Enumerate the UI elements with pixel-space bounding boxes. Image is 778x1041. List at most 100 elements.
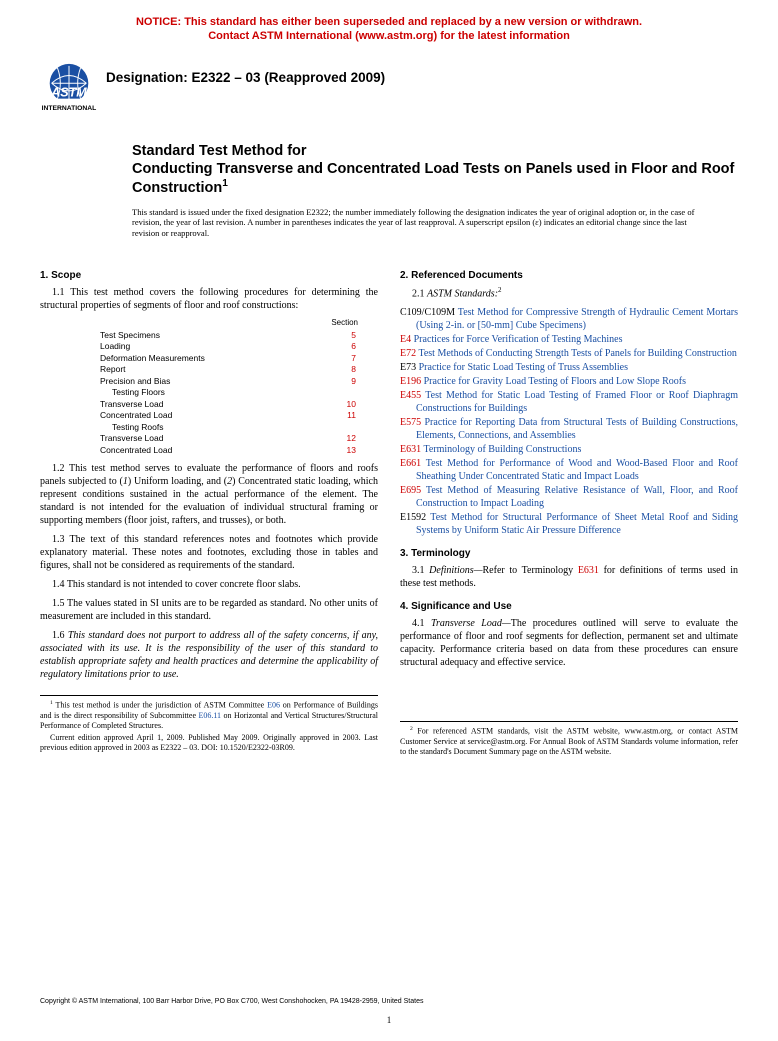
toc-label: Report — [100, 364, 126, 375]
ref-code[interactable]: E661 — [400, 458, 426, 469]
left-column: 1. Scope 1.1 This test method covers the… — [40, 259, 378, 757]
svg-text:ASTM: ASTM — [50, 85, 87, 99]
fn1-link2[interactable]: E06.11 — [198, 711, 221, 720]
ref-item: E661 Test Method for Performance of Wood… — [400, 457, 738, 483]
toc-section-num[interactable]: 13 — [347, 445, 356, 456]
svg-text:INTERNATIONAL: INTERNATIONAL — [42, 105, 97, 112]
fn1-sup: 1 — [50, 700, 53, 706]
scope-p6: 1.6 This standard does not purport to ad… — [40, 629, 378, 681]
ref-title[interactable]: Test Method for Static Load Testing of F… — [416, 390, 738, 414]
toc-label: Testing Roofs — [100, 422, 164, 433]
ref-code[interactable]: E73 — [400, 362, 419, 373]
ref-item: E72 Test Methods of Conducting Strength … — [400, 347, 738, 360]
term-a: 3.1 — [412, 565, 429, 576]
ref-item: E73 Practice for Static Load Testing of … — [400, 361, 738, 374]
toc-section-num[interactable]: 5 — [351, 330, 356, 341]
refs-head: 2. Referenced Documents — [400, 269, 738, 282]
term-link[interactable]: E631 — [578, 565, 599, 576]
ref-item: E695 Test Method of Measuring Relative R… — [400, 484, 738, 510]
fn1-link1[interactable]: E06 — [267, 701, 280, 710]
toc-label: Transverse Load — [100, 433, 163, 444]
fn1a: This test method is under the jurisdicti… — [56, 701, 268, 710]
ref-code[interactable]: E72 — [400, 348, 418, 359]
toc-row: Transverse Load 10 — [100, 399, 378, 410]
ref-code[interactable]: E1592 — [400, 512, 430, 523]
toc-section-num[interactable]: 9 — [351, 376, 356, 387]
toc-section-num[interactable]: 6 — [351, 341, 356, 352]
title-main: Conducting Transverse and Concentrated L… — [132, 160, 738, 197]
ref-title[interactable]: Practice for Gravity Load Testing of Flo… — [424, 376, 686, 387]
term-b: Refer to Terminology — [483, 565, 578, 576]
ref-code[interactable]: E631 — [400, 444, 423, 455]
refs-sub-i: ASTM Standards: — [427, 288, 498, 299]
content-columns: 1. Scope 1.1 This test method covers the… — [40, 259, 738, 757]
right-column: 2. Referenced Documents 2.1 ASTM Standar… — [400, 259, 738, 757]
toc-label: Concentrated Load — [100, 445, 172, 456]
ref-code[interactable]: E4 — [400, 334, 414, 345]
footnote-1: 1 This test method is under the jurisdic… — [40, 695, 378, 753]
ref-item: E455 Test Method for Static Load Testing… — [400, 389, 738, 415]
toc-section-num[interactable]: 11 — [347, 410, 356, 421]
notice-line1: NOTICE: This standard has either been su… — [136, 16, 642, 28]
ref-code[interactable]: C109/C109M — [400, 307, 458, 318]
ref-code[interactable]: E575 — [400, 417, 424, 428]
toc-section-num[interactable]: 10 — [347, 399, 356, 410]
scope-p3: 1.3 The text of this standard references… — [40, 533, 378, 572]
toc-section-num[interactable]: 12 — [347, 433, 356, 444]
ref-code[interactable]: E695 — [400, 485, 426, 496]
toc-label: Transverse Load — [100, 399, 163, 410]
ref-item: E1592 Test Method for Structural Perform… — [400, 511, 738, 537]
toc-section-num[interactable]: 8 — [351, 364, 356, 375]
toc-row: Report 8 — [100, 364, 378, 375]
term-p1: 3.1 Definitions—Refer to Terminology E63… — [400, 564, 738, 590]
toc-row: Transverse Load 12 — [100, 433, 378, 444]
title-block: Standard Test Method for Conducting Tran… — [132, 142, 738, 197]
scope-p6-text: This standard does not purport to addres… — [40, 630, 378, 680]
header: ASTM INTERNATIONAL Designation: E2322 – … — [40, 62, 738, 116]
ref-code[interactable]: E196 — [400, 376, 424, 387]
toc-label: Testing Floors — [100, 387, 165, 398]
ref-code[interactable]: E455 — [400, 390, 425, 401]
ref-title[interactable]: Practice for Static Load Testing of Trus… — [419, 362, 628, 373]
toc-row: Precision and Bias9 — [100, 376, 378, 387]
ref-title[interactable]: Test Method of Measuring Relative Resist… — [416, 485, 738, 509]
toc-row: Concentrated Load 13 — [100, 445, 378, 456]
sig-a: 4.1 — [412, 618, 431, 629]
toc-label: Test Specimens — [100, 330, 160, 341]
toc-label: Loading — [100, 341, 130, 352]
sig-p1: 4.1 Transverse Load—The procedures outli… — [400, 617, 738, 669]
sig-i: Transverse Load— — [431, 618, 511, 629]
toc-row: Deformation Measurements 7 — [100, 353, 378, 364]
designation: Designation: E2322 – 03 (Reapproved 2009… — [106, 70, 385, 85]
astm-logo: ASTM INTERNATIONAL — [40, 62, 98, 116]
toc-label: Concentrated Load — [100, 410, 172, 421]
ref-title[interactable]: Practices for Force Verification of Test… — [414, 334, 623, 345]
toc-row: Concentrated Load 11 — [100, 410, 378, 421]
toc-section-num[interactable]: 7 — [351, 353, 356, 364]
notice-line2: Contact ASTM International (www.astm.org… — [208, 30, 570, 42]
scope-toc: Section Test Specimens5Loading6Deformati… — [100, 318, 378, 457]
term-i: Definitions— — [429, 565, 482, 576]
ref-title[interactable]: Terminology of Building Constructions — [423, 444, 581, 455]
toc-row: Loading 6 — [100, 341, 378, 352]
ref-title[interactable]: Test Method for Compressive Strength of … — [416, 307, 738, 331]
scope-p2: 1.2 This test method serves to evaluate … — [40, 462, 378, 527]
ref-item: E196 Practice for Gravity Load Testing o… — [400, 375, 738, 388]
scope-p1: 1.1 This test method covers the followin… — [40, 286, 378, 312]
fn2-sup: 2 — [410, 726, 413, 732]
fn2-text: For referenced ASTM standards, visit the… — [400, 727, 738, 756]
title-pre: Standard Test Method for — [132, 142, 738, 160]
toc-label: Deformation Measurements — [100, 353, 205, 364]
ref-item: E575 Practice for Reporting Data from St… — [400, 416, 738, 442]
toc-row: Testing Roofs — [100, 422, 378, 433]
ref-title[interactable]: Test Methods of Conducting Strength Test… — [418, 348, 736, 359]
ref-title[interactable]: Test Method for Structural Performance o… — [416, 512, 738, 536]
title-sup: 1 — [222, 178, 228, 189]
ref-title[interactable]: Practice for Reporting Data from Structu… — [416, 417, 738, 441]
footnote-2: 2 For referenced ASTM standards, visit t… — [400, 721, 738, 757]
copyright: Copyright © ASTM International, 100 Barr… — [40, 998, 424, 1005]
toc-rows: Test Specimens5Loading6Deformation Measu… — [100, 330, 378, 456]
ref-title[interactable]: Test Method for Performance of Wood and … — [416, 458, 738, 482]
sig-head: 4. Significance and Use — [400, 600, 738, 613]
notice-banner: NOTICE: This standard has either been su… — [40, 16, 738, 44]
